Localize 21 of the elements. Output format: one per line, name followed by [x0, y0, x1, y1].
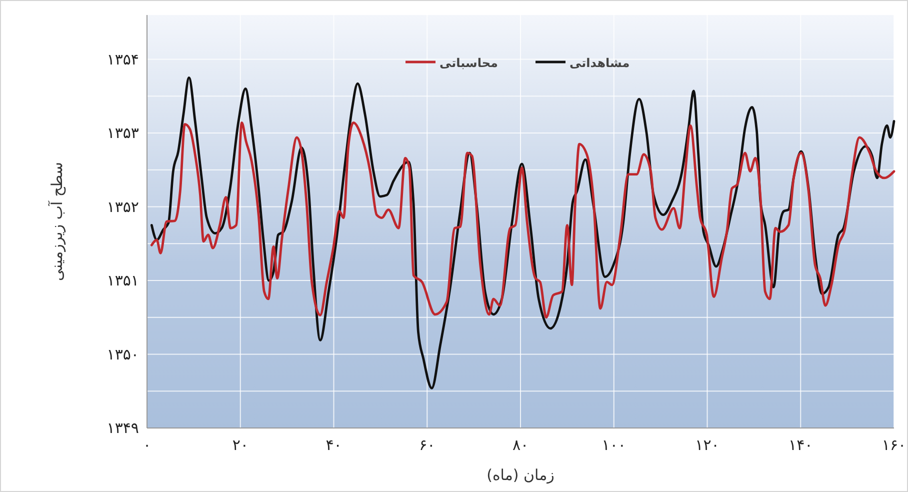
y-tick-label: ۱۳۵۳: [106, 124, 139, 142]
x-tick-label: ۲۰: [232, 436, 248, 454]
x-axis-title: زمان (ماه): [486, 466, 554, 484]
y-tick-label: ۱۳۵۱: [106, 272, 139, 290]
y-tick-label: ۱۳۵۲: [106, 198, 139, 216]
x-tick-label: ۴۰: [326, 436, 342, 454]
line-series: [150, 76, 896, 390]
y-tick-label: ۱۳۵۰: [106, 345, 139, 364]
x-tick-label: ۱۲۰: [695, 436, 720, 454]
x-tick-label: ۱۶۰: [882, 436, 906, 454]
y-tick-label: ۱۳۴۹: [106, 419, 139, 437]
line-series: [150, 121, 896, 319]
x-tick-label: ۰: [142, 436, 152, 454]
x-tick-label: ۱۰۰: [602, 436, 626, 454]
y-axis-title: سطح آب زیرزمینی: [47, 162, 66, 281]
x-tick-label: ۸۰: [512, 436, 529, 454]
legend-label: محاسباتی: [440, 56, 498, 70]
x-tick-label: ۶۰: [419, 436, 436, 454]
legend-label: مشاهداتی: [570, 56, 630, 70]
x-tick-label: ۱۴۰: [788, 436, 813, 454]
y-tick-label: ۱۳۵۴: [106, 50, 139, 68]
